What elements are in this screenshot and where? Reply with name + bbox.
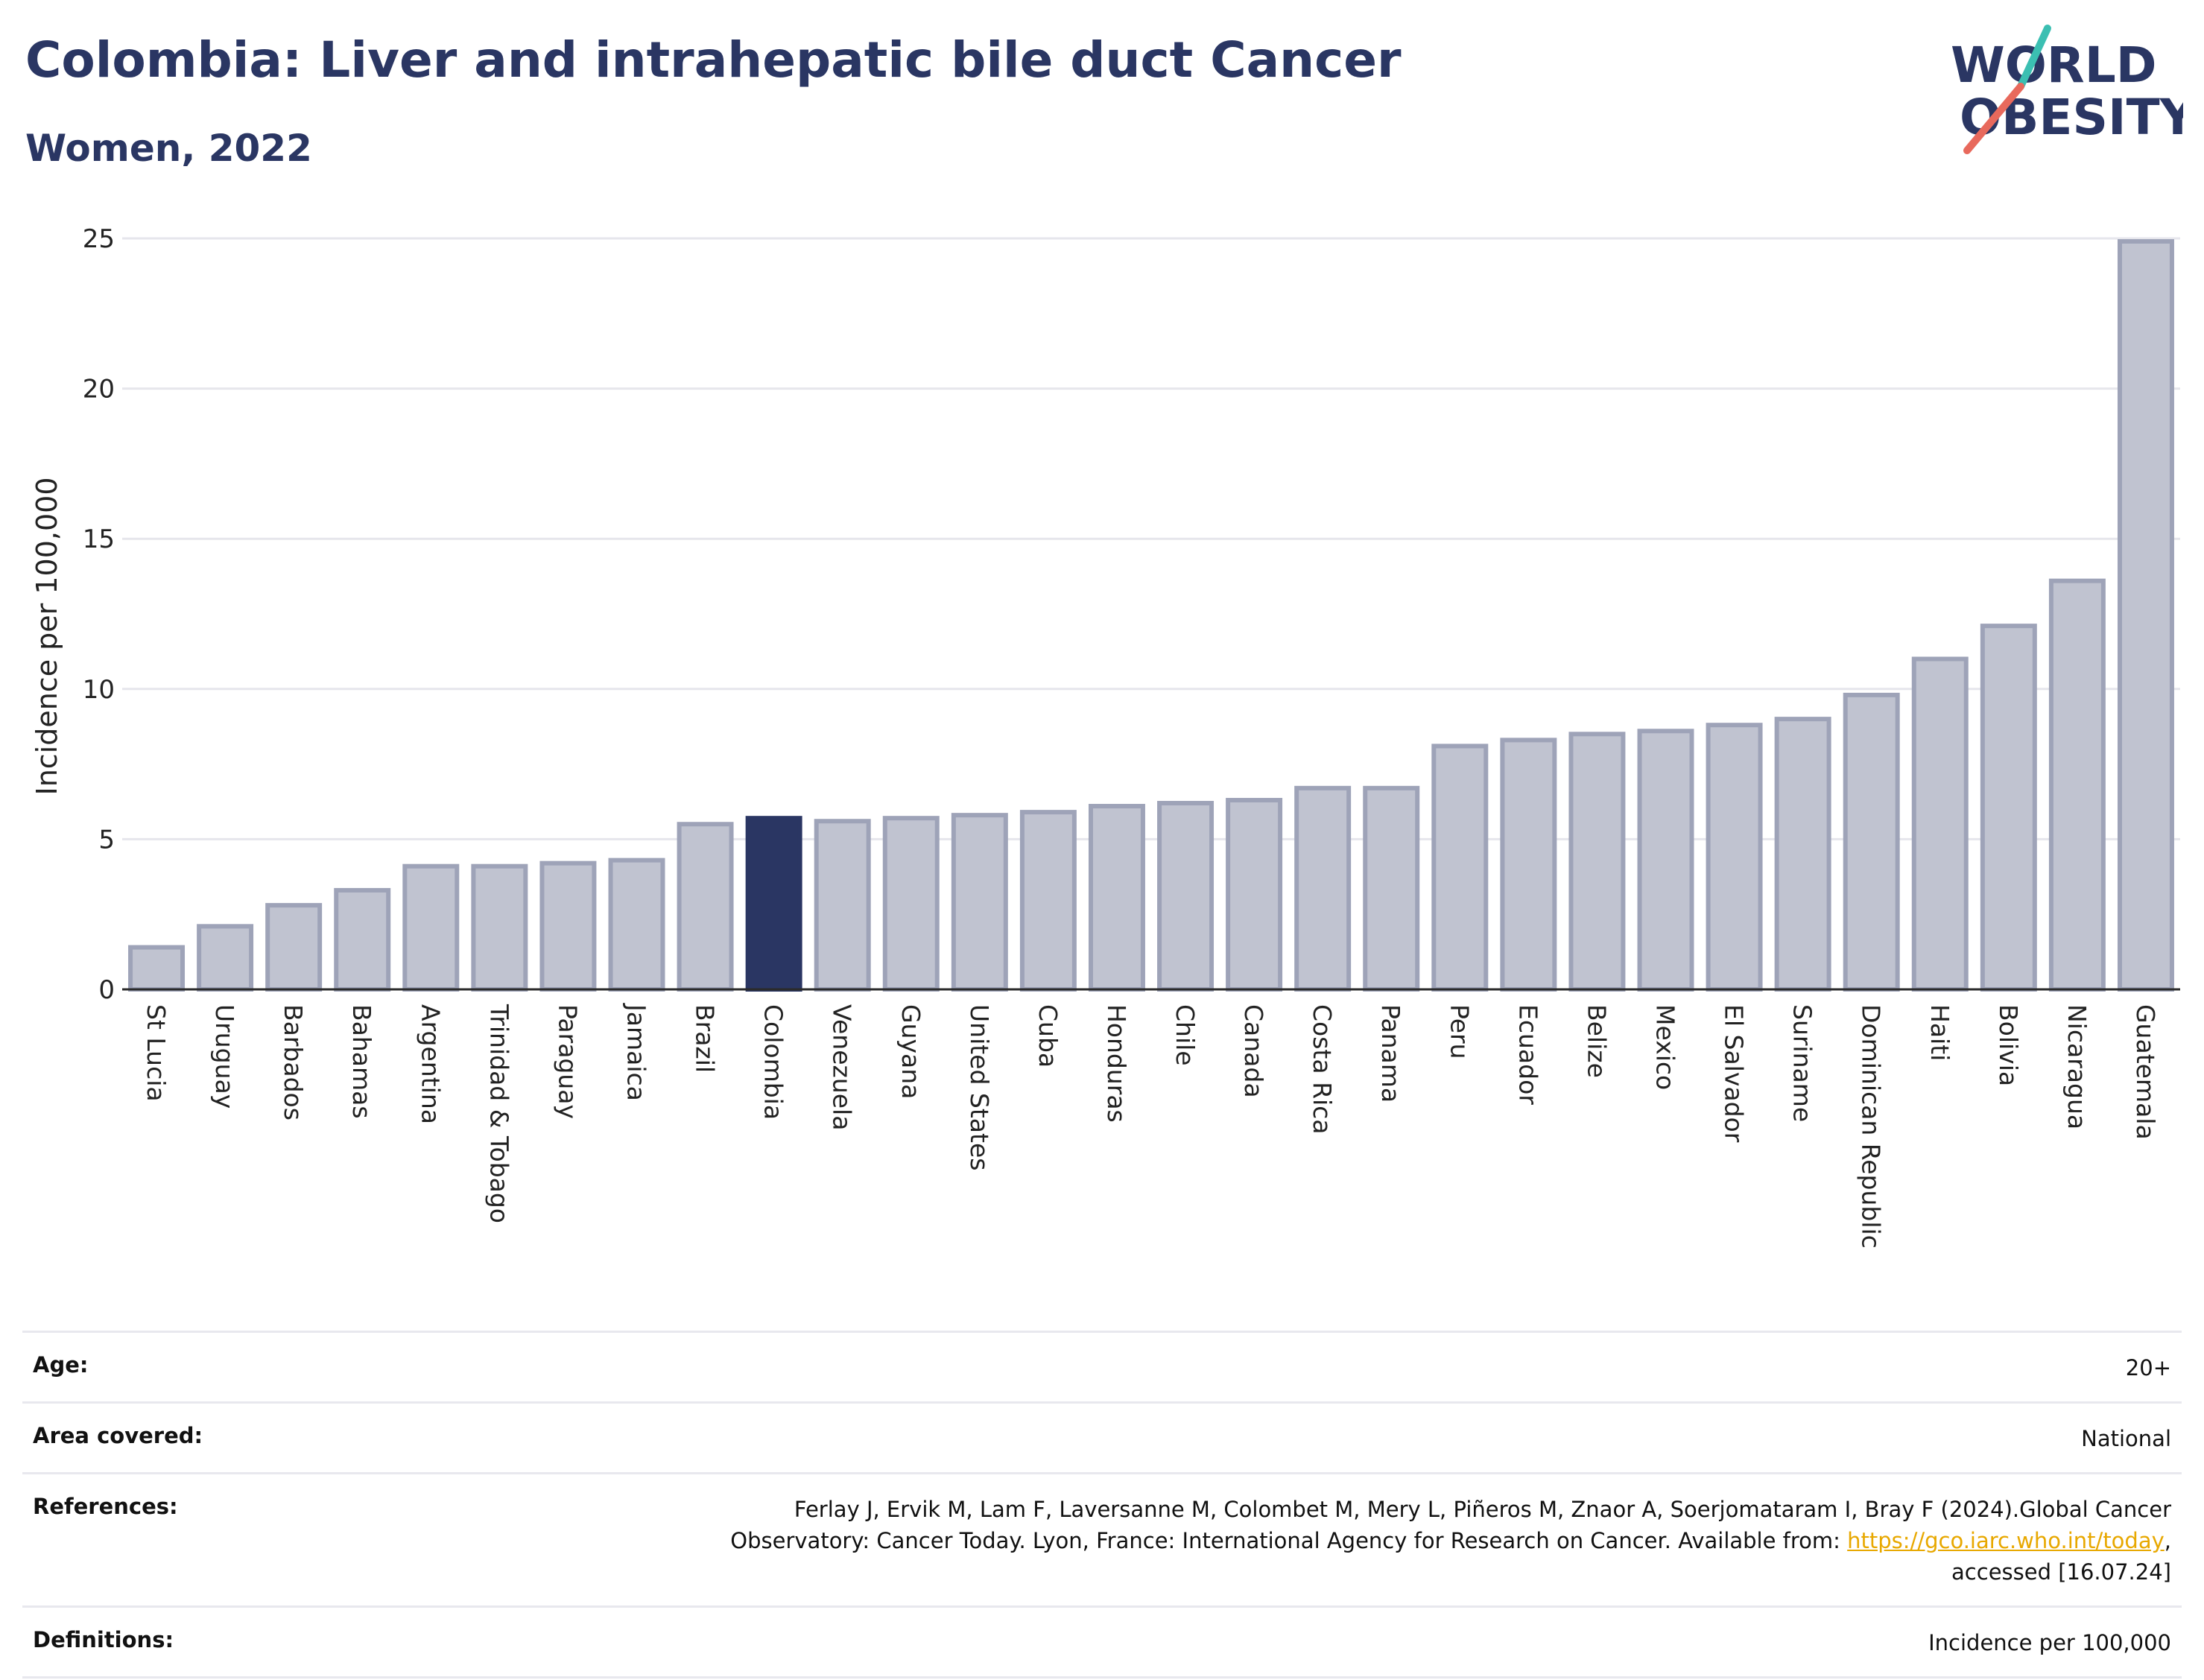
- bar-barbados[interactable]: [265, 903, 323, 992]
- chart-subtitle: Women, 2022: [25, 127, 312, 170]
- bar-el-salvador[interactable]: [1706, 723, 1763, 992]
- x-tick-label: Canada: [1239, 1004, 1268, 1098]
- x-tick-label: Guatemala: [2131, 1004, 2160, 1140]
- age-label: Age:: [33, 1352, 89, 1378]
- x-tick-label: Venezuela: [828, 1004, 857, 1130]
- bar-haiti[interactable]: [1911, 656, 1969, 992]
- definitions-value: Incidence per 100,000: [1928, 1630, 2171, 1656]
- bar-ecuador[interactable]: [1500, 738, 1557, 992]
- x-tick-label: Suriname: [1788, 1004, 1817, 1122]
- x-tick-label: Bolivia: [1994, 1004, 2023, 1086]
- info-table: Age: 20+ Area covered: National Referenc…: [22, 1331, 2182, 1679]
- bar-paraguay[interactable]: [539, 860, 597, 992]
- bar-trinidad-tobago[interactable]: [471, 863, 528, 992]
- grid-lines: [122, 237, 2180, 840]
- bar-guyana[interactable]: [882, 816, 940, 992]
- references-label: References:: [33, 1494, 178, 1520]
- references-line1: Ferlay J, Ervik M, Lam F, Laversanne M, …: [794, 1497, 2171, 1523]
- bar-bolivia[interactable]: [1980, 624, 2037, 992]
- x-tick-label: Barbados: [279, 1004, 308, 1120]
- bar-panama[interactable]: [1363, 785, 1420, 992]
- age-value: 20+: [2125, 1355, 2171, 1381]
- x-tick-label: Chile: [1171, 1004, 1200, 1066]
- info-row-age: Age: 20+: [22, 1331, 2182, 1403]
- bar-uruguay[interactable]: [197, 924, 254, 992]
- logo-text-world: WORLD: [1951, 37, 2157, 94]
- area-label: Area covered:: [33, 1423, 203, 1449]
- x-tick-label: Uruguay: [210, 1004, 239, 1109]
- x-tick-label: Brazil: [691, 1004, 720, 1073]
- bar-peru[interactable]: [1431, 744, 1489, 992]
- area-value: National: [2081, 1426, 2171, 1452]
- bar-colombia[interactable]: [745, 816, 802, 992]
- world-obesity-logo: WORLD OBESITY: [1951, 25, 2183, 154]
- y-tick-label: 25: [83, 224, 115, 254]
- references-value: Ferlay J, Ervik M, Lam F, Laversanne M, …: [356, 1474, 2182, 1607]
- x-tick-label: Peru: [1445, 1004, 1474, 1059]
- x-tick-label: Haiti: [1925, 1004, 1954, 1061]
- x-tick-label: Belize: [1582, 1004, 1611, 1078]
- bar-jamaica[interactable]: [608, 858, 665, 992]
- x-tick-label: St Lucia: [142, 1004, 171, 1102]
- logo-slash-coral: [1963, 83, 2024, 154]
- bar-nicaragua[interactable]: [2048, 578, 2106, 992]
- x-tick-label: Costa Rica: [1308, 1004, 1337, 1135]
- info-row-definitions: Definitions: Incidence per 100,000: [22, 1606, 2182, 1678]
- x-tick-label: Dominican Republic: [1857, 1004, 1886, 1249]
- x-tick-label: Mexico: [1651, 1004, 1680, 1090]
- bar-mexico[interactable]: [1637, 729, 1694, 992]
- bar-dominican-republic[interactable]: [1843, 692, 1900, 992]
- y-tick-label: 5: [98, 825, 115, 855]
- references-link[interactable]: https://gco.iarc.who.int/today: [1847, 1528, 2165, 1554]
- x-tick-label: Guyana: [896, 1004, 925, 1099]
- bar-cuba[interactable]: [1019, 810, 1077, 992]
- chart-title: Colombia: Liver and intrahepatic bile du…: [25, 31, 1402, 89]
- bar-argentina[interactable]: [402, 863, 460, 992]
- x-tick-label: Paraguay: [553, 1004, 582, 1119]
- bars: [128, 239, 2174, 992]
- x-tick-label: Trinidad & Tobago: [484, 1004, 513, 1223]
- x-tick-label: Jamaica: [622, 1003, 651, 1101]
- references-line2-end: ,: [2164, 1528, 2171, 1554]
- bar-brazil[interactable]: [677, 822, 734, 992]
- bar-honduras[interactable]: [1088, 804, 1145, 992]
- bar-guatemala[interactable]: [2117, 239, 2174, 992]
- x-tick-label: Honduras: [1102, 1004, 1131, 1123]
- x-tick-label: Ecuador: [1513, 1004, 1542, 1105]
- references-line3: accessed [16.07.24]: [1951, 1559, 2171, 1585]
- y-axis-ticks: 0 5 10 15 20 25: [83, 224, 115, 1005]
- y-tick-label: 20: [83, 375, 115, 405]
- bar-st-lucia[interactable]: [128, 945, 186, 992]
- bar-belize[interactable]: [1568, 732, 1626, 992]
- info-row-area: Area covered: National: [22, 1402, 2182, 1474]
- y-tick-label: 15: [83, 524, 115, 554]
- x-tick-label: Argentina: [416, 1004, 445, 1124]
- x-tick-label: Panama: [1376, 1004, 1405, 1103]
- bar-united-states[interactable]: [951, 813, 1008, 992]
- references-line2: Observatory: Cancer Today. Lyon, France:…: [730, 1528, 1848, 1554]
- definitions-label: Definitions:: [33, 1627, 174, 1653]
- x-tick-label: Colombia: [759, 1004, 788, 1120]
- y-tick-label: 0: [98, 975, 115, 1005]
- y-axis-title: Incidence per 100,000: [31, 477, 63, 795]
- y-tick-label: 10: [83, 675, 115, 705]
- x-tick-label: Cuba: [1033, 1004, 1063, 1068]
- logo-slash-teal: [2017, 25, 2051, 90]
- bar-bahamas[interactable]: [334, 887, 391, 992]
- bar-venezuela[interactable]: [814, 819, 871, 992]
- info-row-references: References: Ferlay J, Ervik M, Lam F, La…: [22, 1473, 2182, 1607]
- bar-chile[interactable]: [1157, 801, 1215, 992]
- bar-costa-rica[interactable]: [1294, 785, 1352, 992]
- bar-suriname[interactable]: [1774, 717, 1831, 992]
- x-tick-label: Bahamas: [347, 1004, 376, 1119]
- x-tick-label: Nicaragua: [2062, 1004, 2091, 1129]
- x-tick-label: United States: [965, 1004, 994, 1170]
- x-tick-label: El Salvador: [1720, 1004, 1749, 1143]
- bar-chart: 0 5 10 15 20 25 St Lucia Uruguay Barbados Bahama…: [31, 224, 2180, 1249]
- x-axis-labels: St Lucia Uruguay Barbados Bahamas Argentina T…: [142, 1003, 2160, 1249]
- bar-canada[interactable]: [1226, 797, 1283, 992]
